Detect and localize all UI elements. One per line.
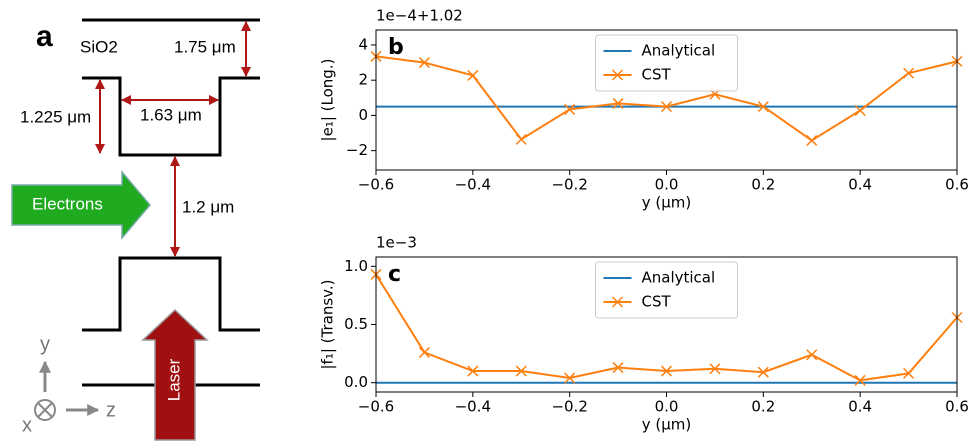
marker xyxy=(806,349,818,361)
dimension-label: 1.225 μm xyxy=(20,107,91,126)
laser-arrow xyxy=(141,308,209,441)
legend-box xyxy=(595,34,738,92)
x-tick-label: 0.4 xyxy=(848,398,872,416)
x-tick-label: −0.4 xyxy=(455,176,491,194)
x-tick-label: 0.0 xyxy=(655,176,679,194)
axis-offset: 1e−4+1.02 xyxy=(376,7,463,25)
x-tick-label: −0.6 xyxy=(358,398,394,416)
marker xyxy=(564,103,576,115)
x-tick-label: −0.2 xyxy=(551,176,587,194)
legend-box xyxy=(595,261,738,319)
axis-out-symbol xyxy=(37,402,53,418)
x-tick-label: −0.6 xyxy=(358,176,394,194)
x-tick-label: 0.2 xyxy=(751,398,775,416)
axis-offset: 1e−3 xyxy=(376,234,417,252)
marker xyxy=(612,97,624,109)
legend-label: CST xyxy=(642,293,672,311)
x-tick-label: −0.2 xyxy=(551,398,587,416)
dimension-label: 1.75 μm xyxy=(174,37,236,56)
marker xyxy=(515,133,527,145)
diagram: a SiO2 1.75 μm 1.225 μm 1.63 μm 1.2 μm E… xyxy=(11,18,260,441)
dimension-label: 1.2 μm xyxy=(182,197,234,216)
marker xyxy=(903,367,915,379)
marker xyxy=(564,372,576,384)
y-tick-label: 0 xyxy=(358,106,368,124)
panel-label: a xyxy=(36,20,53,53)
axis-label: y xyxy=(40,333,50,355)
x-tick-label: 0.6 xyxy=(945,176,969,194)
plot-frame xyxy=(375,29,958,171)
legend-marker xyxy=(611,296,624,308)
marker xyxy=(660,365,673,377)
marker xyxy=(757,101,769,113)
axis-out-symbol xyxy=(34,399,56,421)
marker xyxy=(467,69,479,81)
electron-arrow xyxy=(11,169,151,241)
x-tick-label: 0.0 xyxy=(655,398,679,416)
laser-label: Laser xyxy=(164,358,183,401)
y-tick-label: 4 xyxy=(358,35,368,53)
x-tick-label: −0.4 xyxy=(455,398,491,416)
lower-grating xyxy=(82,256,260,332)
legend-label: Analytical xyxy=(642,42,716,60)
marker xyxy=(709,363,721,375)
x-tick-label: 0.4 xyxy=(848,176,872,194)
material-label: SiO2 xyxy=(80,37,118,56)
y-tick-label: −2 xyxy=(346,141,368,159)
y-tick-label: 0.0 xyxy=(344,373,368,391)
marker xyxy=(418,346,430,358)
x-tick-label: 0.6 xyxy=(945,398,969,416)
marker xyxy=(467,365,479,377)
marker xyxy=(612,362,624,374)
y-tick-label: 0.5 xyxy=(344,315,368,333)
y-axis-label: |e₁| (Long.) xyxy=(319,59,337,142)
upper-grating xyxy=(82,76,260,157)
marker xyxy=(515,365,527,377)
y-tick-label: 1.0 xyxy=(344,257,368,275)
marker xyxy=(806,134,818,146)
marker xyxy=(757,366,769,378)
marker xyxy=(854,374,866,386)
dimension-label: 1.63 μm xyxy=(140,105,202,124)
marker xyxy=(854,104,866,117)
plot-frame xyxy=(375,256,958,393)
marker xyxy=(903,67,915,79)
x-axis-label: y (μm) xyxy=(642,194,692,212)
axis-label: x xyxy=(22,414,32,436)
legend-marker xyxy=(611,69,624,81)
panel-label: c xyxy=(388,262,401,287)
x-axis-label: y (μm) xyxy=(642,416,692,434)
y-axis-label: |f₁| (Transv.) xyxy=(319,280,337,370)
axis-label: z xyxy=(106,399,116,421)
legend-label: CST xyxy=(642,66,672,84)
legend-label: Analytical xyxy=(642,269,716,287)
y-tick-label: 2 xyxy=(358,71,368,89)
marker xyxy=(418,57,430,69)
marker xyxy=(660,101,673,113)
beam-label: Electrons xyxy=(32,194,103,213)
x-tick-label: 0.2 xyxy=(751,176,775,194)
panel-label: b xyxy=(388,35,404,60)
